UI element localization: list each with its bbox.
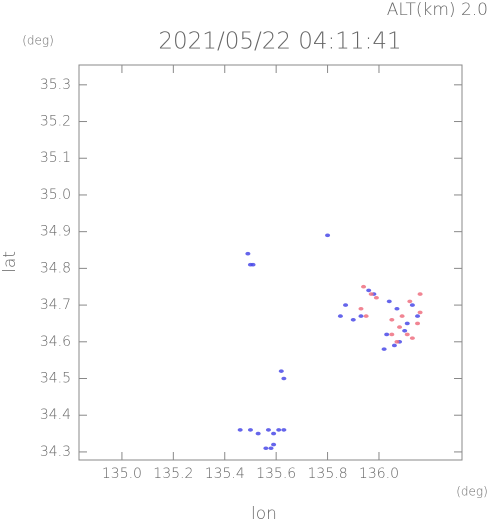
y-tick-label: 34.8	[40, 260, 71, 276]
echo-point	[386, 299, 392, 304]
echo-point	[343, 303, 349, 307]
y-tick-label: 34.5	[40, 371, 71, 387]
echo-point	[404, 321, 410, 326]
x-tick-label: 135.8	[308, 466, 348, 482]
echo-point	[368, 292, 374, 296]
echo-point	[407, 299, 413, 304]
echo-point	[247, 428, 253, 432]
echo-point	[415, 321, 421, 326]
echo-point	[271, 431, 277, 436]
echo-point	[268, 446, 274, 451]
y-tick-label: 35.2	[40, 114, 71, 130]
y-axis-label: lat	[0, 251, 20, 273]
echo-point	[245, 251, 251, 256]
echo-point	[358, 314, 364, 318]
echo-point	[394, 306, 400, 311]
y-tick-label: 35.0	[40, 187, 71, 203]
echo-point	[281, 376, 287, 381]
echo-point	[394, 339, 400, 344]
x-unit: (deg)	[456, 485, 488, 499]
x-tick-label: 135.6	[256, 466, 296, 482]
echo-point	[337, 314, 343, 318]
x-tick-label: 135.4	[205, 466, 245, 482]
y-tick-label: 34.7	[40, 297, 71, 313]
echo-point	[366, 288, 372, 293]
echo-point	[417, 310, 423, 315]
echo-point	[399, 314, 405, 318]
echo-point	[361, 284, 367, 289]
y-tick-label: 35.3	[40, 77, 71, 93]
y-tick-label: 34.3	[40, 444, 71, 460]
plot-frame	[78, 64, 463, 461]
echo-point	[255, 431, 261, 436]
echo-point	[250, 262, 256, 267]
echo-point	[363, 314, 369, 318]
echo-point	[415, 314, 421, 318]
echo-point	[409, 303, 415, 307]
y-tick-label: 34.4	[40, 407, 71, 423]
echo-point	[389, 332, 395, 337]
x-axis-label: lon	[251, 504, 277, 521]
echo-point	[389, 317, 395, 322]
echo-point	[358, 306, 364, 311]
echo-point	[276, 428, 282, 432]
echo-point	[391, 343, 397, 348]
echo-point	[397, 325, 403, 329]
echo-point	[281, 428, 287, 432]
echo-point	[350, 317, 356, 322]
echo-point	[381, 347, 387, 351]
x-tick-label: 135.0	[102, 466, 142, 482]
x-tick-label: 135.2	[153, 466, 193, 482]
echo-point	[325, 233, 331, 238]
chart-title: 2021/05/22 04:11:41	[158, 29, 401, 55]
altitude: ALT(km) 2.0	[387, 0, 488, 20]
echo-point	[409, 336, 415, 340]
echo-point	[278, 369, 284, 373]
echo-point	[263, 446, 269, 451]
x-tick-label: 136.0	[359, 466, 399, 482]
echo-point	[265, 428, 271, 432]
echo-point	[237, 428, 243, 432]
echo-point	[271, 442, 277, 447]
y-tick-label: 35.1	[40, 150, 71, 166]
echo-point	[373, 295, 379, 300]
echo-point	[404, 332, 410, 337]
y-unit: (deg)	[22, 34, 54, 48]
echo-point	[417, 292, 423, 296]
echo-point	[384, 332, 390, 337]
y-tick-label: 34.6	[40, 334, 71, 350]
y-tick-label: 34.9	[40, 224, 71, 240]
echo-point	[402, 328, 408, 333]
